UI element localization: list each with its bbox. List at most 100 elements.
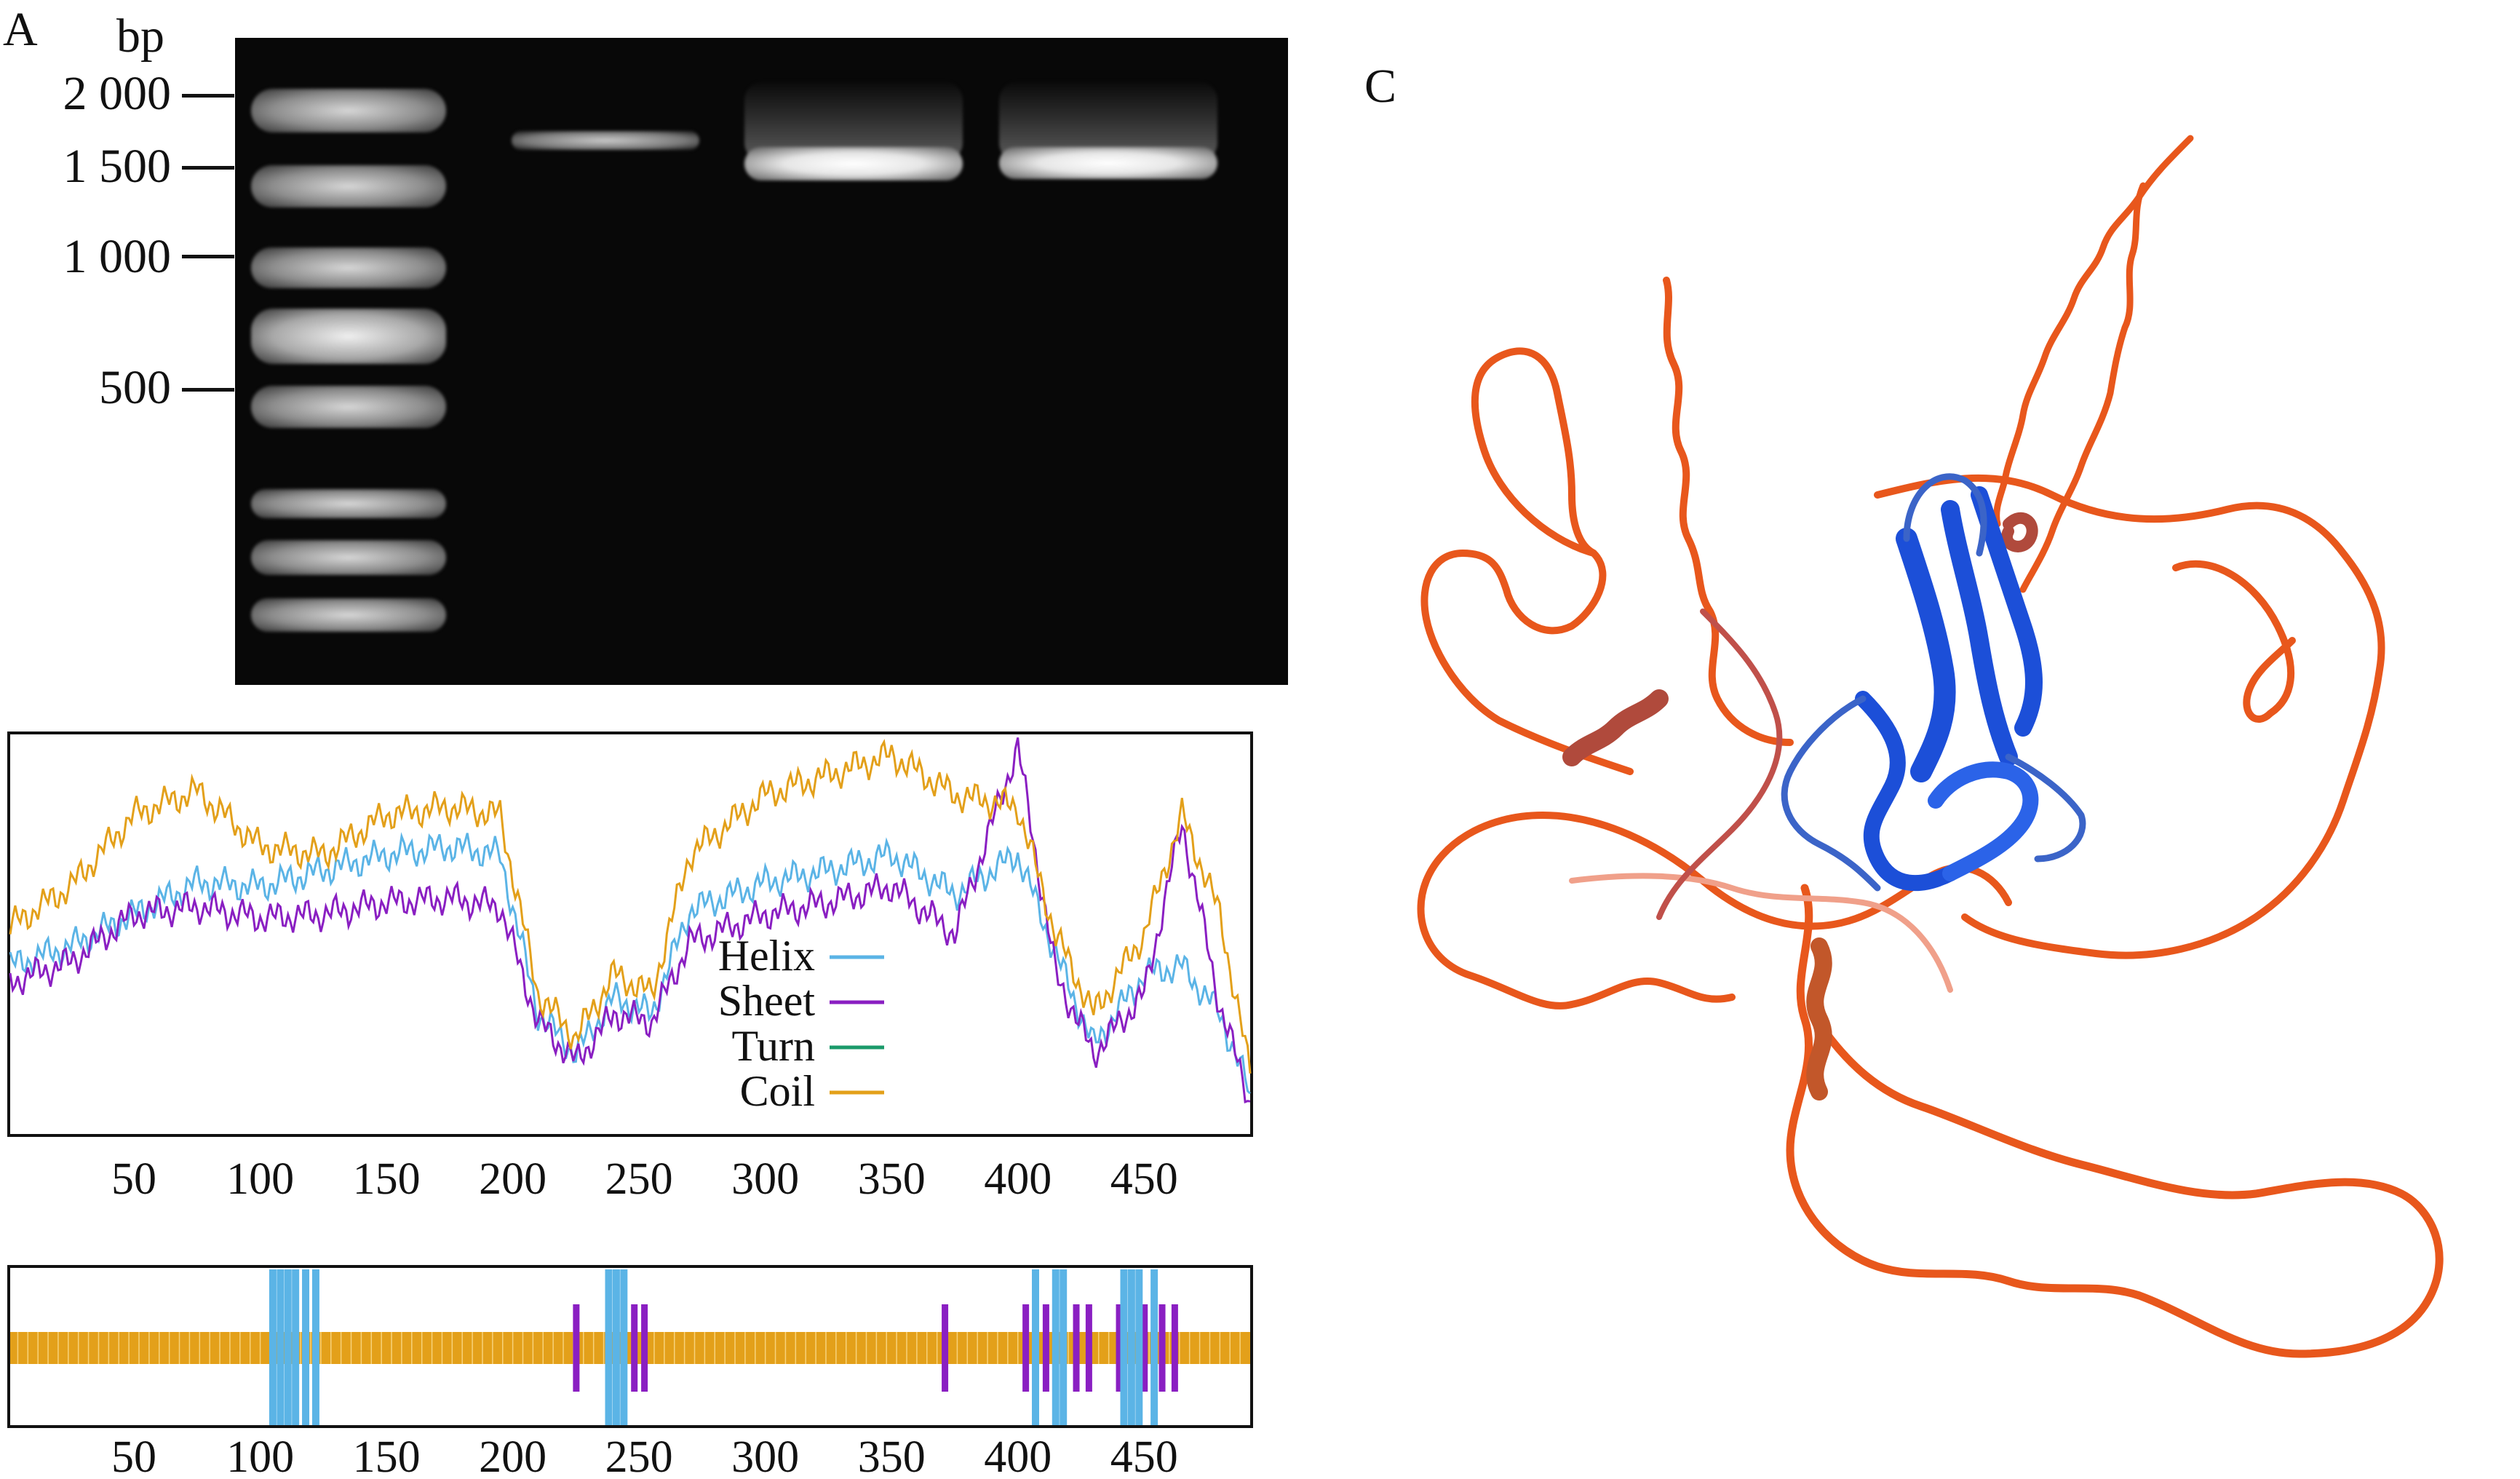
line-series-group (9, 737, 1252, 1103)
helix-mark (1150, 1269, 1158, 1425)
x-tick-label: 350 (858, 1154, 926, 1204)
x-tick-label: 400 (984, 1432, 1052, 1478)
sheet-mark (942, 1304, 949, 1392)
structure-track-chart: 50 100 150 200 250 300 350 400 450 (7, 1265, 1253, 1478)
x-tick-label: 200 (479, 1154, 546, 1204)
marker-label-500: 500 (99, 361, 171, 414)
helix-mark (1120, 1269, 1128, 1425)
x-tick-label: 150 (353, 1154, 421, 1204)
sheet-mark (1158, 1304, 1166, 1392)
core-sheet (1971, 486, 2043, 737)
track-marks-group (10, 1269, 1250, 1425)
helix-mark (1135, 1269, 1143, 1425)
coil-strand (1417, 877, 1736, 1010)
structure-propensity-chart: 50 100 150 200 250 300 350 400 450 HelixSheetTur… (7, 731, 1253, 1204)
coil-strand (2172, 560, 2296, 723)
core-loop (2005, 753, 2086, 863)
ladder-band (251, 540, 446, 575)
coil-strand (1786, 884, 2444, 1358)
core-loop (1781, 695, 1881, 892)
sheet-mark (631, 1304, 638, 1392)
x-tick-label: 150 (353, 1432, 421, 1478)
sample-band-lane-4 (999, 147, 1217, 179)
marker-tick-1000 (182, 255, 234, 258)
panel-a-label: A (3, 3, 38, 56)
core-sheet (1896, 528, 1956, 782)
helix-ribbon (1562, 689, 1669, 766)
coil-strand (1423, 812, 2012, 930)
helix-mark (311, 1269, 319, 1425)
x-tick-label: 250 (605, 1432, 673, 1478)
coil-strand (1420, 347, 1634, 775)
sample-band-lane-2 (512, 131, 699, 150)
helix-mark (284, 1269, 292, 1425)
marker-tick-1500 (182, 166, 234, 170)
ladder-band (251, 386, 446, 428)
coil-strand (1656, 608, 1783, 920)
sheet-mark (1022, 1304, 1030, 1392)
sheet-mark (1171, 1304, 1178, 1392)
x-tick-label: 300 (731, 1432, 799, 1478)
x-tick-label: 200 (479, 1432, 546, 1478)
core-loop (1903, 473, 1987, 557)
coil-strand (1663, 277, 1794, 746)
gel-unit-label: bp (116, 9, 164, 63)
core-sheet (1855, 691, 1958, 892)
x-tick-label: 350 (858, 1432, 926, 1478)
marker-label-1500: 1 500 (63, 140, 172, 193)
helix-mark (1052, 1269, 1060, 1425)
ladder-band (251, 489, 446, 518)
x-tick-label: 50 (111, 1154, 156, 1204)
sheet-mark (641, 1304, 648, 1392)
x-tick-label: 50 (111, 1432, 156, 1478)
marker-tick-500 (182, 388, 234, 392)
helix-mark (292, 1269, 300, 1425)
x-tick-label: 450 (1110, 1154, 1178, 1204)
helix-mark (1127, 1269, 1135, 1425)
core-sheet (1941, 500, 2018, 766)
x-tick-label: 450 (1110, 1432, 1178, 1478)
x-tick-label: 250 (605, 1154, 673, 1204)
x-tick-label: 400 (984, 1154, 1052, 1204)
legend-label-helix: Helix (718, 932, 815, 980)
coil-strand (1874, 474, 2385, 959)
legend-label-sheet: Sheet (718, 977, 816, 1025)
sample-band-lane-3 (744, 147, 963, 181)
helix-ribbon (1806, 937, 1832, 1101)
sheet-mark (1116, 1304, 1123, 1392)
ladder-band (251, 89, 446, 132)
marker-tick-2000 (182, 94, 234, 98)
helix-mark (605, 1269, 613, 1425)
sheet-mark (1042, 1304, 1049, 1392)
legend-label-turn: Turn (731, 1022, 815, 1070)
coil-strand (1993, 135, 2194, 528)
plot-frame (7, 731, 1253, 1137)
sheet-mark (1141, 1304, 1148, 1392)
marker-label-1000: 1 000 (63, 230, 172, 283)
series-line-coil (9, 739, 1252, 1074)
coil-strand (1569, 873, 1953, 993)
protein-3d-structure (1417, 135, 2444, 1358)
x-axis-ticks: 50 100 150 200 250 300 350 400 450 (111, 1154, 1178, 1204)
x-axis-ticks: 50 100 150 200 250 300 350 400 450 (111, 1432, 1178, 1478)
helix-ribbon (2001, 512, 2038, 552)
helix-mark (302, 1269, 310, 1425)
helix-mark (620, 1269, 628, 1425)
helix-mark (269, 1269, 277, 1425)
x-tick-label: 100 (226, 1154, 294, 1204)
sheet-mark (1073, 1304, 1080, 1392)
ladder-band (251, 309, 446, 364)
panel-c-label: C (1364, 60, 1397, 113)
ladder-band (251, 247, 446, 288)
helix-mark (612, 1269, 620, 1425)
helix-mark (1032, 1269, 1040, 1425)
helix-mark (277, 1269, 285, 1425)
helix-mark (1060, 1269, 1068, 1425)
legend-label-coil: Coil (740, 1067, 815, 1115)
ladder-band (251, 165, 446, 207)
sheet-mark (1085, 1304, 1092, 1392)
coil-strand (2019, 182, 2147, 593)
core-sheet (1928, 761, 2039, 881)
marker-label-2000: 2 000 (63, 67, 172, 120)
